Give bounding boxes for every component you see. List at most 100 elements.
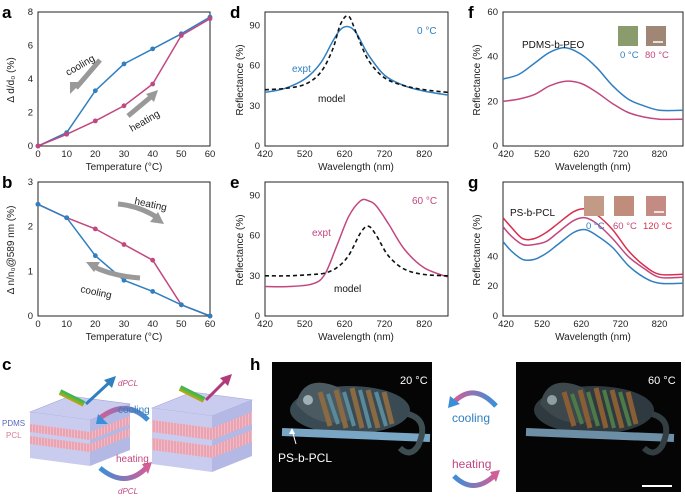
a-data-point (150, 81, 156, 87)
f-ytick: 40 (487, 52, 498, 63)
a-ytick: 8 (28, 7, 33, 18)
f-xtick: 420 (498, 149, 514, 160)
b-data-point (121, 242, 127, 247)
a-xtick: 30 (119, 149, 130, 160)
f-xtick: 620 (573, 149, 589, 160)
e-ytick: 0 (255, 311, 260, 322)
a-ytick: 4 (28, 74, 33, 85)
b-data-point (92, 226, 98, 232)
d-xlabel: Wavelength (nm) (318, 162, 394, 173)
a-xtick: 40 (147, 149, 158, 160)
e-temp-label: 60 °C (412, 196, 437, 207)
g-xtick: 520 (534, 319, 550, 330)
e-xtick: 420 (257, 319, 273, 330)
a-heating-arrowhead (146, 90, 158, 102)
panel-d-x-ticks: 420 520 620 720 820 (257, 149, 432, 160)
e-xtick: 720 (376, 319, 392, 330)
c-right-reflected-arrowhead (220, 374, 232, 386)
b-xtick: 30 (119, 319, 130, 330)
panel-h-label: h (250, 355, 260, 374)
h-cooling-arrowhead (448, 396, 460, 408)
a-heating-arrow (126, 94, 154, 118)
f-series-0-c-line (502, 46, 684, 112)
panel-e-series (264, 198, 449, 288)
e-xtick: 820 (416, 319, 432, 330)
b-xtick: 60 (205, 319, 216, 330)
a-series-heating-line (37, 18, 211, 147)
f-ytick: 20 (487, 96, 498, 107)
panel-g-label: g (468, 173, 478, 192)
d-ytick: 60 (249, 61, 260, 72)
g-swatch-0c (584, 196, 604, 216)
panel-a-chart: 0 10 20 30 40 50 60 0 2 4 6 8 Temperatur… (6, 7, 215, 173)
f-ytick: 0 (493, 141, 498, 152)
b-xtick: 20 (90, 319, 101, 330)
c-dpcl-bottom: dPCL (118, 487, 138, 496)
panel-f-series (502, 46, 684, 121)
e-ytick: 30 (249, 271, 260, 282)
f-xtick: 520 (534, 149, 550, 160)
b-heating-arrowhead (150, 212, 164, 224)
a-xtick: 60 (205, 149, 216, 160)
b-xtick: 0 (35, 319, 40, 330)
panel-e-y-ticks: 0 30 60 90 (249, 190, 260, 322)
panel-d-series (264, 14, 449, 96)
b-cooling-label: cooling (79, 284, 112, 301)
h-temp-right: 60 °C (648, 375, 676, 387)
g-series-120-c-line (502, 207, 684, 276)
a-ytick: 0 (28, 141, 33, 152)
f-xlabel: Wavelength (nm) (555, 162, 631, 173)
panel-g-chart: 420 520 620 720 820 0 20 40 Wavelength (… (472, 181, 684, 343)
panel-h-photos: 20 °C PS-b-PCL 60 °C cooling heating (272, 362, 681, 492)
panel-b-chart: 0 10 20 30 40 50 60 0 1 2 3 Temperature … (6, 177, 215, 343)
e-ytick: 60 (249, 231, 260, 242)
c-left-incident-beam (58, 389, 86, 407)
panel-a-x-ticks: 0 10 20 30 40 50 60 (35, 149, 215, 160)
panel-c-schematic: PDMS PCL cooling heating dPCL dPCL (2, 374, 254, 496)
g-ytick: 0 (493, 311, 498, 322)
c-left-reflected-beam (84, 378, 114, 406)
a-ytick: 2 (28, 108, 33, 119)
e-series-expt-line (264, 198, 449, 288)
e-xtick: 520 (297, 319, 313, 330)
c-cooling-label: cooling (118, 405, 150, 416)
h-temp-left: 20 °C (400, 375, 428, 387)
d-xtick: 720 (376, 149, 392, 160)
panel-e-x-ticks: 420 520 620 720 820 (257, 319, 432, 330)
c-cooling-arrowhead (96, 414, 108, 424)
d-ytick: 30 (249, 101, 260, 112)
h-cooling-arrow (452, 390, 498, 408)
g-swatch-120c (646, 196, 666, 216)
e-xlabel: Wavelength (nm) (318, 332, 394, 343)
g-series-0-c-line (502, 228, 684, 285)
a-ytick: 6 (28, 41, 33, 52)
panel-b-label: b (2, 173, 12, 192)
a-data-point (121, 103, 127, 109)
d-series-model-line (264, 14, 449, 94)
a-data-point (178, 33, 184, 38)
b-data-point (64, 215, 70, 221)
h-heating-arrow (452, 472, 498, 488)
c-heating-arrowhead (142, 462, 152, 474)
panel-b-series (35, 201, 213, 319)
f-ytick: 60 (487, 7, 498, 18)
e-model-label: model (334, 284, 361, 295)
c-right-stack (150, 391, 254, 472)
a-data-point (64, 131, 70, 137)
g-xtick: 620 (573, 319, 589, 330)
a-cooling-arrowhead (70, 82, 82, 94)
b-xtick: 10 (61, 319, 72, 330)
a-data-point (92, 88, 98, 94)
g-series-60-c-line (502, 216, 684, 279)
c-heating-arrow (98, 464, 150, 481)
g-xtick: 720 (612, 319, 628, 330)
g-swatch-label-1: 0 °C (586, 221, 605, 232)
f-xtick: 820 (652, 149, 668, 160)
b-data-point (207, 313, 213, 319)
b-cooling-arrowhead (86, 262, 100, 272)
h-chameleon-right (525, 382, 675, 456)
panel-c-label: c (2, 355, 11, 374)
a-xtick: 10 (61, 149, 72, 160)
panel-a-label: a (2, 3, 12, 22)
